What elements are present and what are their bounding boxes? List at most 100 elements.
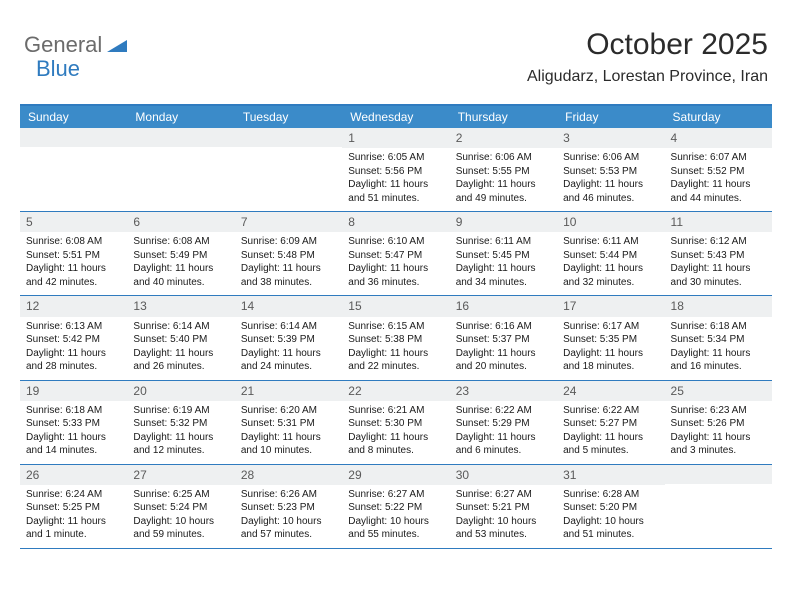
day-number: 26 <box>20 465 127 485</box>
day-header: Tuesday <box>235 106 342 128</box>
empty-day-bar <box>127 128 234 147</box>
location-text: Aligudarz, Lorestan Province, Iran <box>527 68 768 86</box>
sunrise-text: Sunrise: 6:22 AM <box>563 404 658 418</box>
daylight-text: Daylight: 11 hours and 36 minutes. <box>348 262 443 289</box>
day-number: 4 <box>665 128 772 148</box>
day-cell: 20Sunrise: 6:19 AMSunset: 5:32 PMDayligh… <box>127 381 234 464</box>
day-cell: 30Sunrise: 6:27 AMSunset: 5:21 PMDayligh… <box>450 465 557 548</box>
day-cell: 8Sunrise: 6:10 AMSunset: 5:47 PMDaylight… <box>342 212 449 295</box>
sunset-text: Sunset: 5:34 PM <box>671 333 766 347</box>
day-cell: 6Sunrise: 6:08 AMSunset: 5:49 PMDaylight… <box>127 212 234 295</box>
daylight-text: Daylight: 11 hours and 20 minutes. <box>456 347 551 374</box>
day-number: 30 <box>450 465 557 485</box>
sunrise-text: Sunrise: 6:10 AM <box>348 235 443 249</box>
sunrise-text: Sunrise: 6:06 AM <box>456 151 551 165</box>
sunrise-text: Sunrise: 6:19 AM <box>133 404 228 418</box>
week-row: 1Sunrise: 6:05 AMSunset: 5:56 PMDaylight… <box>20 128 772 212</box>
day-number: 24 <box>557 381 664 401</box>
daylight-text: Daylight: 11 hours and 24 minutes. <box>241 347 336 374</box>
daylight-text: Daylight: 11 hours and 30 minutes. <box>671 262 766 289</box>
sunrise-text: Sunrise: 6:11 AM <box>563 235 658 249</box>
day-number: 25 <box>665 381 772 401</box>
day-cell: 1Sunrise: 6:05 AMSunset: 5:56 PMDaylight… <box>342 128 449 211</box>
sunset-text: Sunset: 5:37 PM <box>456 333 551 347</box>
daylight-text: Daylight: 10 hours and 51 minutes. <box>563 515 658 542</box>
sunrise-text: Sunrise: 6:22 AM <box>456 404 551 418</box>
day-cell: 10Sunrise: 6:11 AMSunset: 5:44 PMDayligh… <box>557 212 664 295</box>
daylight-text: Daylight: 11 hours and 38 minutes. <box>241 262 336 289</box>
day-header: Thursday <box>450 106 557 128</box>
sunset-text: Sunset: 5:31 PM <box>241 417 336 431</box>
daylight-text: Daylight: 11 hours and 34 minutes. <box>456 262 551 289</box>
sunrise-text: Sunrise: 6:13 AM <box>26 320 121 334</box>
day-cell: 2Sunrise: 6:06 AMSunset: 5:55 PMDaylight… <box>450 128 557 211</box>
calendar: SundayMondayTuesdayWednesdayThursdayFrid… <box>20 104 772 549</box>
daylight-text: Daylight: 11 hours and 16 minutes. <box>671 347 766 374</box>
day-number: 3 <box>557 128 664 148</box>
day-number: 22 <box>342 381 449 401</box>
month-title: October 2025 <box>527 28 768 62</box>
day-cell <box>235 128 342 211</box>
sunset-text: Sunset: 5:24 PM <box>133 501 228 515</box>
day-cell: 12Sunrise: 6:13 AMSunset: 5:42 PMDayligh… <box>20 296 127 379</box>
day-cell: 19Sunrise: 6:18 AMSunset: 5:33 PMDayligh… <box>20 381 127 464</box>
title-block: October 2025 Aligudarz, Lorestan Provinc… <box>527 28 768 86</box>
sunset-text: Sunset: 5:47 PM <box>348 249 443 263</box>
week-row: 12Sunrise: 6:13 AMSunset: 5:42 PMDayligh… <box>20 296 772 380</box>
sunrise-text: Sunrise: 6:12 AM <box>671 235 766 249</box>
sunset-text: Sunset: 5:27 PM <box>563 417 658 431</box>
day-cell: 24Sunrise: 6:22 AMSunset: 5:27 PMDayligh… <box>557 381 664 464</box>
sunrise-text: Sunrise: 6:16 AM <box>456 320 551 334</box>
sunrise-text: Sunrise: 6:14 AM <box>133 320 228 334</box>
day-cell: 9 Sunrise: 6:11 AMSunset: 5:45 PMDaylight… <box>450 212 557 295</box>
weeks-container: 1Sunrise: 6:05 AMSunset: 5:56 PMDaylight… <box>20 128 772 549</box>
sunset-text: Sunset: 5:48 PM <box>241 249 336 263</box>
sunset-text: Sunset: 5:38 PM <box>348 333 443 347</box>
sunset-text: Sunset: 5:21 PM <box>456 501 551 515</box>
day-cell: 4Sunrise: 6:07 AMSunset: 5:52 PMDaylight… <box>665 128 772 211</box>
day-number: 13 <box>127 296 234 316</box>
sunset-text: Sunset: 5:45 PM <box>456 249 551 263</box>
day-cell: 25Sunrise: 6:23 AMSunset: 5:26 PMDayligh… <box>665 381 772 464</box>
sunset-text: Sunset: 5:53 PM <box>563 165 658 179</box>
sunset-text: Sunset: 5:49 PM <box>133 249 228 263</box>
daylight-text: Daylight: 11 hours and 22 minutes. <box>348 347 443 374</box>
daylight-text: Daylight: 11 hours and 10 minutes. <box>241 431 336 458</box>
logo: General Blue <box>24 32 127 82</box>
day-number: 23 <box>450 381 557 401</box>
day-number: 5 <box>20 212 127 232</box>
day-number: 11 <box>665 212 772 232</box>
day-number: 20 <box>127 381 234 401</box>
daylight-text: Daylight: 11 hours and 8 minutes. <box>348 431 443 458</box>
sunset-text: Sunset: 5:55 PM <box>456 165 551 179</box>
sunrise-text: Sunrise: 6:09 AM <box>241 235 336 249</box>
day-number: 16 <box>450 296 557 316</box>
daylight-text: Daylight: 11 hours and 26 minutes. <box>133 347 228 374</box>
daylight-text: Daylight: 11 hours and 42 minutes. <box>26 262 121 289</box>
day-cell: 18Sunrise: 6:18 AMSunset: 5:34 PMDayligh… <box>665 296 772 379</box>
daylight-text: Daylight: 11 hours and 40 minutes. <box>133 262 228 289</box>
sunset-text: Sunset: 5:23 PM <box>241 501 336 515</box>
sunrise-text: Sunrise: 6:27 AM <box>456 488 551 502</box>
sunrise-text: Sunrise: 6:28 AM <box>563 488 658 502</box>
day-number: 6 <box>127 212 234 232</box>
week-row: 26Sunrise: 6:24 AMSunset: 5:25 PMDayligh… <box>20 465 772 549</box>
day-number: 27 <box>127 465 234 485</box>
sunrise-text: Sunrise: 6:24 AM <box>26 488 121 502</box>
day-header: Friday <box>557 106 664 128</box>
day-cell: 3Sunrise: 6:06 AMSunset: 5:53 PMDaylight… <box>557 128 664 211</box>
daylight-text: Daylight: 11 hours and 32 minutes. <box>563 262 658 289</box>
daylight-text: Daylight: 11 hours and 6 minutes. <box>456 431 551 458</box>
sunrise-text: Sunrise: 6:11 AM <box>456 235 551 249</box>
logo-triangle-icon <box>107 38 127 57</box>
sunrise-text: Sunrise: 6:20 AM <box>241 404 336 418</box>
sunrise-text: Sunrise: 6:14 AM <box>241 320 336 334</box>
day-number: 9 <box>450 212 557 232</box>
day-cell: 28Sunrise: 6:26 AMSunset: 5:23 PMDayligh… <box>235 465 342 548</box>
sunset-text: Sunset: 5:44 PM <box>563 249 658 263</box>
day-number: 7 <box>235 212 342 232</box>
day-cell: 26Sunrise: 6:24 AMSunset: 5:25 PMDayligh… <box>20 465 127 548</box>
sunrise-text: Sunrise: 6:27 AM <box>348 488 443 502</box>
day-number: 2 <box>450 128 557 148</box>
sunset-text: Sunset: 5:56 PM <box>348 165 443 179</box>
